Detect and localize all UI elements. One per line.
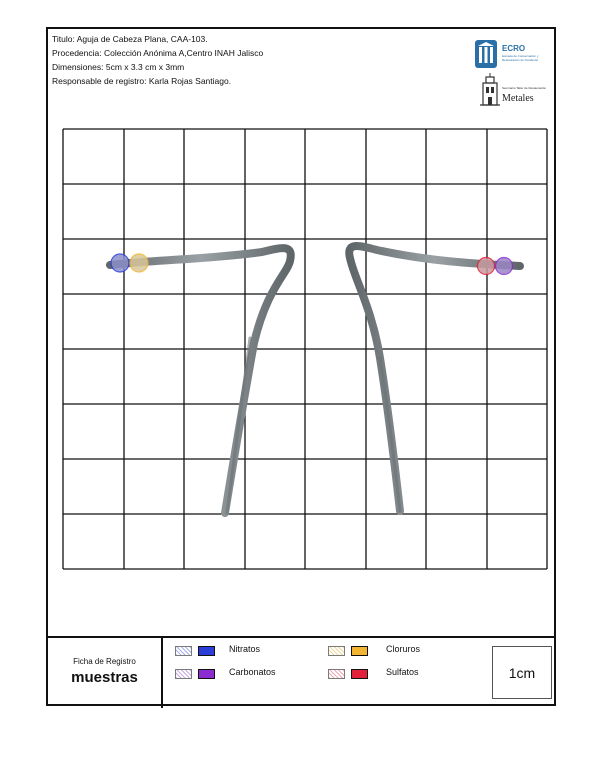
cloruros-solid-swatch (351, 646, 368, 656)
title-line: Titulo: Aguja de Cabeza Plana, CAA-103. (52, 34, 208, 44)
legend-nitratos (175, 646, 215, 656)
metales-wordmark: Metales (502, 93, 534, 104)
needle-left-head (106, 244, 295, 517)
sample-nitratos-left (110, 253, 130, 273)
record-form-title: muestras (71, 669, 138, 686)
needle-right-head (345, 242, 524, 515)
footer-divider (161, 638, 163, 708)
record-footer: Ficha de Registro muestras Nitratos Carb… (48, 636, 554, 708)
ecro-subtitle: Escuela de Conservación y Restauración d… (502, 54, 539, 62)
record-form-label: Ficha de Registro (73, 657, 136, 666)
legend-cloruros (328, 646, 368, 656)
cloruros-hatch-swatch (328, 646, 345, 656)
sulfatos-hatch-swatch (328, 669, 345, 679)
grid-lines (62, 128, 548, 570)
legend-carbonatos-label: Carbonatos (229, 667, 276, 677)
ecro-wordmark: ECRO (502, 44, 526, 53)
needle-left-shaft (225, 336, 252, 515)
sample-sulfatos-right (476, 256, 496, 276)
nitratos-hatch-swatch (175, 646, 192, 656)
legend-sulfatos-label: Sulfatos (386, 667, 419, 677)
carbonatos-solid-swatch (198, 669, 215, 679)
legend-cloruros-label: Cloruros (386, 644, 421, 654)
ecro-emblem-icon (475, 40, 497, 68)
provenance-line: Procedencia: Colección Anónima A,Centro … (52, 48, 264, 58)
measurement-grid (62, 128, 548, 570)
metales-caption: Seminario Taller de Restauración (502, 86, 547, 90)
building-icon (480, 73, 500, 106)
dimensions-line: Dimensiones: 5cm x 3.3 cm x 3mm (52, 62, 185, 72)
scale-label: 1cm (508, 664, 536, 681)
needle-view-right (345, 242, 524, 515)
metales-logo: Seminario Taller de Restauración Metales (480, 73, 554, 109)
record-header: Titulo: Aguja de Cabeza Plana, CAA-103. … (52, 32, 263, 88)
registrar-line: Responsable de registro: Karla Rojas San… (52, 76, 232, 86)
sample-carbonatos-right (494, 256, 514, 276)
legend-sulfatos (328, 669, 368, 679)
legend-carbonatos (175, 669, 215, 679)
legend-nitratos-label: Nitratos (229, 644, 261, 654)
scale-reference: 1cm (492, 646, 552, 699)
sulfatos-solid-swatch (351, 669, 368, 679)
sample-cloruros-left (129, 253, 149, 273)
needle-right-shaft (378, 356, 402, 513)
needle-view-left (106, 244, 295, 517)
nitratos-solid-swatch (198, 646, 215, 656)
carbonatos-hatch-swatch (175, 669, 192, 679)
ecro-logo: ECRO Escuela de Conservación y Restaurac… (474, 39, 554, 73)
record-sheet: Titulo: Aguja de Cabeza Plana, CAA-103. … (46, 27, 556, 708)
